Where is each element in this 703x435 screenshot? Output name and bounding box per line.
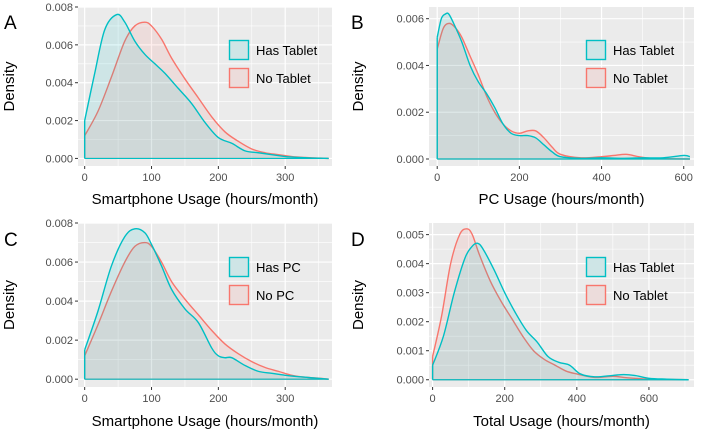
x-tick-label: 600 (640, 393, 658, 405)
panel-label: D (351, 230, 365, 251)
legend-key-bg (586, 285, 606, 305)
y-tick-label: 0.006 (45, 40, 73, 52)
density-line-no-pc (84, 241, 329, 380)
x-tick-label: 0 (82, 393, 88, 405)
y-tick-label: 0.003 (396, 288, 424, 300)
y-axis-title: Density (350, 279, 367, 330)
y-tick-label: 0.004 (45, 78, 73, 90)
y-axis-title: Density (1, 61, 18, 112)
panel-d: 0.000 0.001 0.002 0.003 0.004 0.005 0 200 400 600… (350, 223, 694, 430)
x-tick-label: 200 (496, 393, 514, 405)
legend-label-no-tablet: No Tablet (613, 71, 668, 86)
panel-background (429, 7, 694, 166)
x-tick-label: 200 (209, 393, 227, 405)
x-tick-label: 0 (430, 393, 436, 405)
y-tick-label: 0.005 (396, 230, 424, 242)
x-tick-label: 200 (510, 172, 528, 184)
x-axis-title: Total Usage (hours/month) (473, 413, 650, 430)
y-axis-title: Density (1, 279, 18, 330)
y-tick-label: 0.008 (45, 2, 73, 14)
x-tick-label: 0 (82, 172, 88, 184)
y-tick-label: 0.002 (396, 317, 424, 329)
density-area-has-pc (84, 228, 329, 380)
legend-key-no-tablet (585, 67, 607, 89)
y-tick-label: 0.004 (45, 296, 73, 308)
legend-label-no-tablet: No Tablet (613, 288, 668, 303)
y-tick-label: 0.000 (396, 154, 424, 166)
x-tick-label: 100 (142, 393, 160, 405)
legend-key-has-tablet (585, 39, 607, 61)
legend-label-has-tablet: Has Tablet (256, 43, 318, 58)
legend-key-bg (229, 40, 249, 60)
panel-c: 0.000 0.002 0.004 0.006 0.008 0 100 200 300 C Smar… (1, 218, 332, 430)
legend-key-has-tablet (585, 256, 607, 278)
density-area-has-tablet (432, 243, 689, 380)
y-tick-label: 0.004 (396, 60, 424, 72)
legend-key-has-pc (228, 256, 250, 278)
legend: Has Tablet No Tablet (585, 256, 675, 306)
y-axis-title: Density (350, 61, 367, 112)
x-tick-label: 200 (209, 172, 227, 184)
panel-b: 0.000 0.002 0.004 0.006 0 200 400 600 B PC Usage … (350, 7, 694, 208)
legend-label-has-tablet: Has Tablet (613, 43, 675, 58)
legend: Has PC No PC (228, 256, 301, 306)
legend-key-bg (229, 257, 249, 277)
density-area-no-pc (84, 242, 329, 380)
x-tick-label: 600 (675, 172, 693, 184)
legend: Has Tablet No Tablet (585, 39, 675, 89)
x-tick-label: 100 (142, 172, 160, 184)
panel-background (429, 223, 694, 387)
legend-label-no-pc: No PC (256, 288, 294, 303)
y-tick-label: 0.002 (45, 116, 73, 128)
density-area-has-tablet (84, 14, 329, 159)
panel-label: A (4, 13, 17, 34)
density-area-no-tablet (432, 228, 689, 380)
y-tick-label: 0.000 (396, 375, 424, 387)
panel-label: C (4, 230, 18, 251)
density-line-no-tablet (436, 22, 690, 160)
legend: Has Tablet No Tablet (228, 39, 318, 89)
y-tick-label: 0.006 (45, 257, 73, 269)
x-tick-label: 300 (276, 393, 294, 405)
legend-key-bg (229, 285, 249, 305)
legend-label-has-pc: Has PC (256, 260, 301, 275)
density-area-has-tablet (437, 13, 690, 159)
y-tick-label: 0.002 (45, 335, 73, 347)
density-area-no-tablet (437, 23, 690, 159)
y-tick-label: 0.002 (396, 107, 424, 119)
y-tick-label: 0.001 (396, 346, 424, 358)
legend-key-no-tablet (585, 284, 607, 306)
x-axis-title: PC Usage (hours/month) (479, 191, 645, 208)
legend-label-no-tablet: No Tablet (256, 71, 311, 86)
legend-key-bg (229, 68, 249, 88)
legend-label-has-tablet: Has Tablet (613, 260, 675, 275)
x-tick-label: 400 (592, 172, 610, 184)
density-line-has-pc (84, 228, 329, 380)
density-line-has-tablet (431, 242, 689, 381)
legend-key-bg (586, 68, 606, 88)
y-tick-label: 0.000 (45, 374, 73, 386)
y-tick-label: 0.006 (396, 14, 424, 26)
density-line-no-tablet (84, 21, 329, 160)
legend-key-bg (586, 257, 606, 277)
legend-key-bg (586, 40, 606, 60)
legend-key-no-tablet (228, 67, 250, 89)
y-tick-label: 0.000 (45, 153, 73, 165)
x-axis-title: Smartphone Usage (hours/month) (92, 191, 319, 208)
panel-a: 0.000 0.002 0.004 0.006 0.008 0 100 200 300 A Smar… (1, 2, 332, 208)
density-line-has-tablet (83, 13, 329, 160)
density-line-no-tablet (431, 228, 689, 381)
legend-key-no-pc (228, 284, 250, 306)
legend-key-has-tablet (228, 39, 250, 61)
x-tick-label: 0 (434, 172, 440, 184)
x-tick-label: 300 (276, 172, 294, 184)
panel-label: B (351, 13, 364, 34)
y-tick-label: 0.008 (45, 218, 73, 230)
density-line-has-tablet (436, 12, 691, 160)
x-tick-label: 400 (568, 393, 586, 405)
x-axis-title: Smartphone Usage (hours/month) (92, 413, 319, 430)
y-tick-label: 0.004 (396, 259, 424, 271)
